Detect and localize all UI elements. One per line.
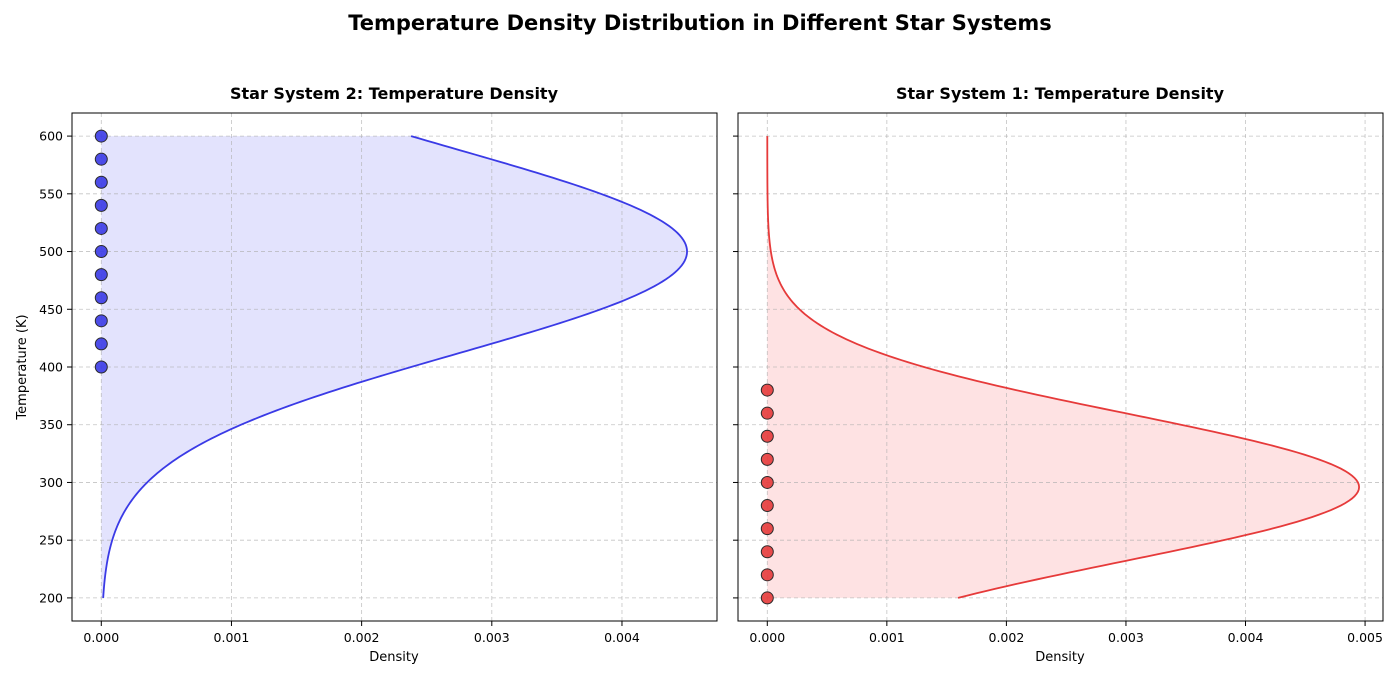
figure-title: Temperature Density Distribution in Diff…	[348, 11, 1052, 35]
x-tick-label: 0.001	[869, 630, 905, 645]
data-point	[760, 429, 774, 443]
x-tick-label: 0.004	[604, 630, 640, 645]
x-tick-label: 0.004	[1228, 630, 1264, 645]
panel-title: Star System 2: Temperature Density	[230, 84, 559, 103]
data-point	[760, 383, 774, 397]
y-tick-label: 200	[39, 590, 63, 605]
data-point	[760, 591, 774, 605]
data-point	[94, 291, 108, 305]
y-tick-label: 450	[39, 302, 63, 317]
panel-star-system-1: Star System 1: Temperature Density Densi…	[733, 84, 1384, 665]
panel-title: Star System 1: Temperature Density	[896, 84, 1225, 103]
x-axis-label: Density	[369, 650, 419, 665]
data-point	[94, 245, 108, 259]
x-tick-label: 0.001	[214, 630, 250, 645]
data-point	[94, 129, 108, 143]
data-point	[94, 152, 108, 166]
data-point	[94, 268, 108, 282]
y-tick-label: 300	[39, 475, 63, 490]
data-point	[760, 406, 774, 420]
y-axis-label: Temperature (K)	[15, 314, 30, 420]
data-point	[760, 568, 774, 582]
density-line	[766, 136, 1360, 599]
y-tick-label: 250	[39, 533, 63, 548]
y-tick-label: 500	[39, 244, 63, 259]
data-point	[760, 452, 774, 466]
data-point	[760, 545, 774, 559]
grid	[72, 113, 717, 621]
x-tick-label: 0.003	[474, 630, 510, 645]
y-tick-label: 350	[39, 417, 63, 432]
x-tick-label: 0.002	[344, 630, 380, 645]
data-point	[760, 522, 774, 536]
x-tick-label: 0.000	[83, 630, 119, 645]
data-point	[94, 360, 108, 374]
panel-star-system-2: Star System 2: Temperature Density Densi…	[15, 84, 718, 665]
data-point	[94, 221, 108, 235]
data-point	[94, 175, 108, 189]
density-line	[102, 135, 688, 598]
x-tick-label: 0.003	[1108, 630, 1144, 645]
data-point	[94, 198, 108, 212]
y-tick-label: 550	[39, 186, 63, 201]
x-tick-label: 0.000	[749, 630, 785, 645]
x-tick-label: 0.002	[989, 630, 1025, 645]
data-point	[760, 499, 774, 513]
data-point	[760, 475, 774, 489]
y-tick-label: 400	[39, 360, 63, 375]
x-axis-label: Density	[1035, 650, 1085, 665]
data-point	[94, 337, 108, 351]
grid	[738, 113, 1383, 621]
x-tick-label: 0.005	[1347, 630, 1383, 645]
y-tick-label: 600	[39, 129, 63, 144]
data-point	[94, 314, 108, 328]
